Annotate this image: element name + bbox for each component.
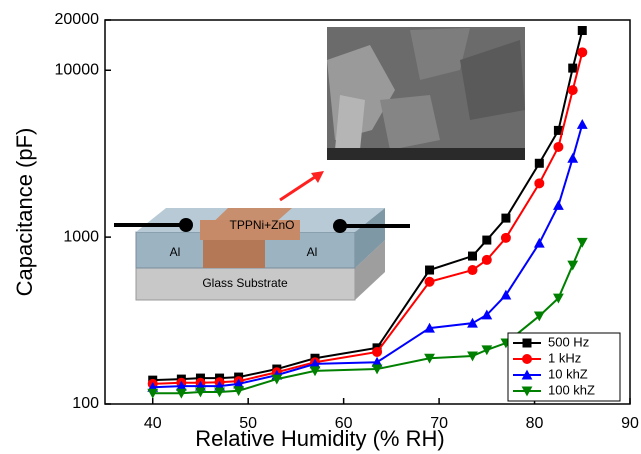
arrow [280, 175, 318, 200]
marker [568, 64, 577, 73]
marker [553, 142, 563, 152]
x-tick-label: 50 [239, 415, 257, 432]
x-tick-label: 60 [335, 415, 353, 432]
marker [468, 252, 477, 261]
marker [577, 238, 588, 248]
legend-marker [522, 354, 532, 364]
marker [534, 238, 545, 248]
marker [481, 345, 492, 355]
diagram-label: Al [170, 245, 181, 259]
marker [534, 178, 544, 188]
marker [577, 119, 588, 129]
x-tick-label: 80 [526, 415, 544, 432]
legend-label: 500 Hz [548, 334, 589, 349]
marker [567, 261, 578, 271]
y-tick-label: 10000 [55, 61, 100, 78]
x-axis-label: Relative Humidity (% RH) [195, 426, 444, 451]
marker [501, 290, 512, 300]
marker [567, 153, 578, 163]
x-tick-label: 40 [144, 415, 162, 432]
marker [553, 200, 564, 210]
marker [568, 85, 578, 95]
marker [577, 47, 587, 57]
diagram-label: TPPNi+ZnO [229, 218, 294, 232]
marker [535, 159, 544, 168]
marker [501, 233, 511, 243]
legend-label: 100 khZ [548, 382, 595, 397]
marker [468, 265, 478, 275]
y-axis-label: Capacitance (pF) [12, 128, 37, 297]
diagram-label: Al [307, 245, 318, 259]
marker [501, 214, 510, 223]
marker [425, 266, 434, 275]
x-tick-label: 90 [621, 415, 639, 432]
x-tick-label: 70 [430, 415, 448, 432]
y-tick-label: 100 [72, 395, 99, 412]
marker [482, 236, 491, 245]
legend-label: 1 kHz [548, 350, 581, 365]
sem-image [327, 27, 525, 160]
legend-marker [523, 339, 532, 348]
marker [578, 26, 587, 35]
marker [482, 255, 492, 265]
y-tick-label: 1000 [63, 228, 99, 245]
chart: TPPNi+ZnO Al Al Glass Substrate Relative… [0, 0, 641, 454]
marker [372, 347, 382, 357]
y-tick-label: 20000 [55, 11, 100, 28]
marker [425, 277, 435, 287]
diagram-label: Glass Substrate [202, 276, 288, 290]
legend-label: 10 khZ [548, 366, 588, 381]
